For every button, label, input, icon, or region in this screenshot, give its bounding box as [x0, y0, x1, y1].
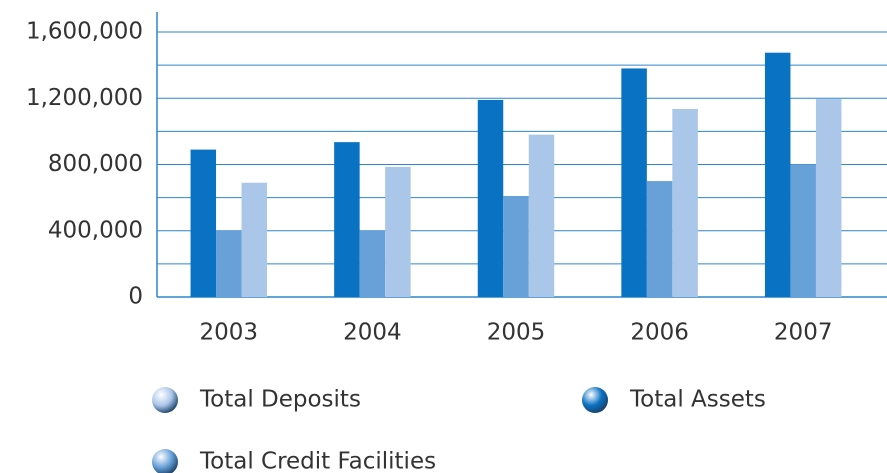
legend-marker: [152, 449, 178, 473]
bar: [216, 230, 242, 297]
y-tick-label: 0: [128, 284, 143, 310]
bar: [528, 134, 555, 297]
legend-marker: [152, 387, 178, 413]
bar: [385, 166, 411, 297]
legend-marker: [582, 387, 608, 413]
x-tick-label: 2003: [200, 320, 259, 346]
bar: [241, 182, 268, 297]
bar: [672, 109, 698, 297]
legend-label: Total Deposits: [199, 387, 361, 413]
bar: [190, 149, 217, 297]
y-tick-label: 1,200,000: [26, 85, 143, 111]
x-tick-label: 2004: [343, 320, 402, 346]
x-tick-label: 2005: [487, 320, 546, 346]
bar: [646, 181, 673, 297]
y-tick-label: 400,000: [48, 217, 143, 243]
x-tick-label: 2006: [630, 320, 689, 346]
bar: [621, 68, 647, 297]
bar: [503, 195, 529, 297]
bar: [790, 164, 816, 297]
x-tick-label: 2007: [774, 320, 833, 346]
bar: [334, 142, 360, 297]
bar: [815, 99, 842, 297]
legend-label: Total Credit Facilities: [199, 449, 436, 473]
legend-label: Total Assets: [629, 387, 766, 413]
y-tick-label: 800,000: [48, 151, 143, 177]
bar: [764, 52, 791, 297]
y-tick-label: 1,600,000: [26, 19, 143, 45]
bar: [477, 99, 504, 297]
bar: [359, 230, 386, 297]
